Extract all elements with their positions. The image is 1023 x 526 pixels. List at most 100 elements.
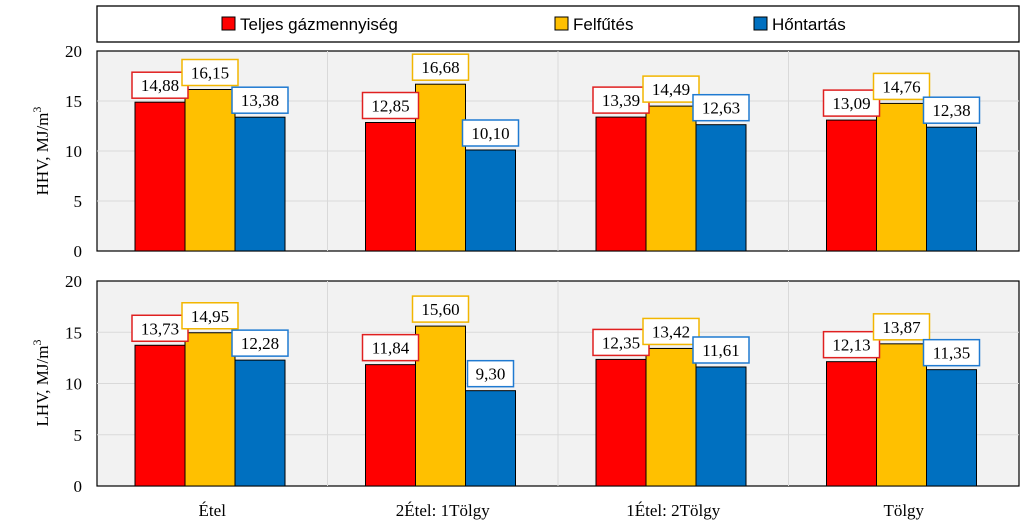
y-ticks-lhv: 0 5 10 15 20 — [65, 272, 82, 496]
y-tick-label: 5 — [74, 192, 83, 211]
data-label-box — [231, 329, 289, 357]
data-label-box — [411, 53, 470, 81]
bar-hhv-s2-c0 — [234, 116, 286, 252]
data-labels-lhv: 13,73 11,84 12,35 12,13 14,95 15,60 13,42 13,87… — [131, 295, 981, 388]
data-label: 12,85 — [371, 97, 409, 116]
data-label-box — [592, 86, 650, 114]
y-axis-label-hhv: HHV, MJ/m3 — [30, 107, 52, 196]
y-tick-label: 0 — [74, 477, 83, 496]
data-label: 13,87 — [882, 318, 921, 337]
data-label-box — [692, 336, 750, 364]
bar-hhv-s2-c3 — [926, 126, 977, 252]
y-ticks-hhv: 0 5 10 15 20 — [65, 42, 82, 261]
y-axis-label-hhv-main: HHV, MJ/m — [33, 113, 52, 196]
bar-lhv-s2-c3 — [926, 369, 977, 487]
bar-lhv-s0-c0 — [134, 344, 186, 487]
y-tick-label: 15 — [65, 323, 82, 342]
data-label-box — [466, 359, 515, 388]
data-label: 13,09 — [832, 94, 870, 113]
data-label-box — [181, 58, 239, 87]
data-label: 16,68 — [421, 58, 459, 77]
data-label: 12,63 — [702, 99, 740, 118]
x-category-label: 1Étel: 2Tölgy — [626, 501, 720, 520]
separators-hhv — [327, 51, 789, 251]
legend-label-holding: Hőntartás — [772, 15, 846, 34]
legend-swatch-total — [221, 16, 236, 31]
data-label: 12,35 — [602, 333, 640, 352]
bar-hhv-s0-c3 — [826, 119, 877, 252]
data-label-box — [642, 75, 700, 103]
x-axis-labels: Étel 2Étel: 1Tölgy 1Étel: 2Tölgy Tölgy — [199, 501, 925, 520]
legend-label-total: Teljes gázmennyiség — [240, 15, 398, 34]
data-label: 11,35 — [933, 344, 971, 363]
data-label: 11,84 — [372, 339, 410, 358]
bar-hhv-s0-c1 — [365, 122, 416, 252]
x-category-label: Tölgy — [883, 501, 924, 520]
bar-lhv-s0-c1 — [365, 364, 416, 487]
y-tick-label: 15 — [65, 92, 82, 111]
bar-lhv-s1-c3 — [876, 343, 927, 487]
data-label-box — [361, 333, 420, 362]
data-label: 12,28 — [241, 334, 279, 353]
bar-lhv-s0-c3 — [826, 361, 877, 487]
bar-hhv-s0-c0 — [134, 101, 186, 252]
data-label-box — [411, 295, 470, 323]
separators-lhv — [327, 281, 789, 486]
data-label-box — [922, 96, 981, 124]
bar-lhv-s2-c0 — [234, 359, 286, 487]
bars-hhv — [134, 83, 977, 252]
legend-swatch-holding — [753, 16, 768, 31]
y-axis-label-hhv-sup: 3 — [30, 107, 44, 113]
x-category-label: 2Étel: 1Tölgy — [396, 501, 490, 520]
y-tick-label: 10 — [65, 142, 82, 161]
data-label: 16,15 — [191, 64, 229, 83]
y-tick-label: 0 — [74, 242, 83, 261]
data-label: 12,38 — [932, 101, 970, 120]
y-tick-label: 5 — [74, 426, 83, 445]
data-label-box — [361, 91, 420, 120]
bar-lhv-s2-c1 — [465, 390, 516, 487]
data-label: 11,61 — [702, 341, 740, 360]
data-label: 12,13 — [832, 336, 870, 355]
data-label: 13,38 — [241, 91, 279, 110]
data-label-box — [231, 86, 289, 114]
data-labels-hhv: 14,88 12,85 13,39 13,09 16,15 16,68 14,49 14,76… — [131, 53, 981, 147]
legend-label-heating: Felfűtés — [573, 15, 633, 34]
data-label-box — [872, 313, 931, 341]
y-axis-label-lhv-main: LHV, MJ/m — [33, 346, 52, 427]
bar-hhv-s2-c1 — [465, 149, 516, 252]
data-label: 13,39 — [602, 91, 640, 110]
bar-lhv-s1-c0 — [184, 332, 236, 487]
bars-lhv — [134, 325, 977, 487]
y-tick-label: 20 — [65, 42, 82, 61]
bar-lhv-s1-c2 — [645, 347, 697, 487]
data-label: 14,95 — [191, 307, 229, 326]
panel-lhv: 0 5 10 15 20 LHV, MJ/m3 13,73 11,84 12,35 12,13… — [30, 272, 1020, 496]
data-label: 9,30 — [476, 365, 506, 384]
y-tick-label: 20 — [65, 272, 82, 291]
bar-hhv-s1-c2 — [645, 105, 697, 252]
y-tick-label: 10 — [65, 375, 82, 394]
data-label-box — [922, 338, 981, 367]
legend-swatch-heating — [554, 16, 569, 31]
data-label: 15,60 — [421, 300, 459, 319]
bar-hhv-s0-c2 — [595, 116, 647, 252]
data-label-box — [461, 119, 520, 147]
data-label: 14,76 — [882, 77, 920, 96]
legend: Teljes gázmennyiség Felfűtés Hőntartás — [96, 5, 1020, 43]
x-category-label: Étel — [199, 501, 227, 520]
bar-hhv-s1-c3 — [876, 102, 927, 252]
bar-lhv-s2-c2 — [695, 366, 747, 487]
data-label: 10,10 — [471, 124, 509, 143]
bar-lhv-s0-c2 — [595, 358, 647, 487]
bar-lhv-s1-c1 — [415, 325, 466, 487]
data-label-box — [642, 317, 700, 346]
data-label: 14,88 — [141, 76, 179, 95]
data-label: 13,73 — [141, 319, 179, 338]
data-label-box — [822, 330, 881, 359]
bar-hhv-s2-c2 — [695, 124, 747, 252]
bar-hhv-s1-c1 — [415, 83, 466, 252]
data-label-box — [872, 72, 931, 101]
y-axis-label-lhv-sup: 3 — [30, 340, 44, 346]
